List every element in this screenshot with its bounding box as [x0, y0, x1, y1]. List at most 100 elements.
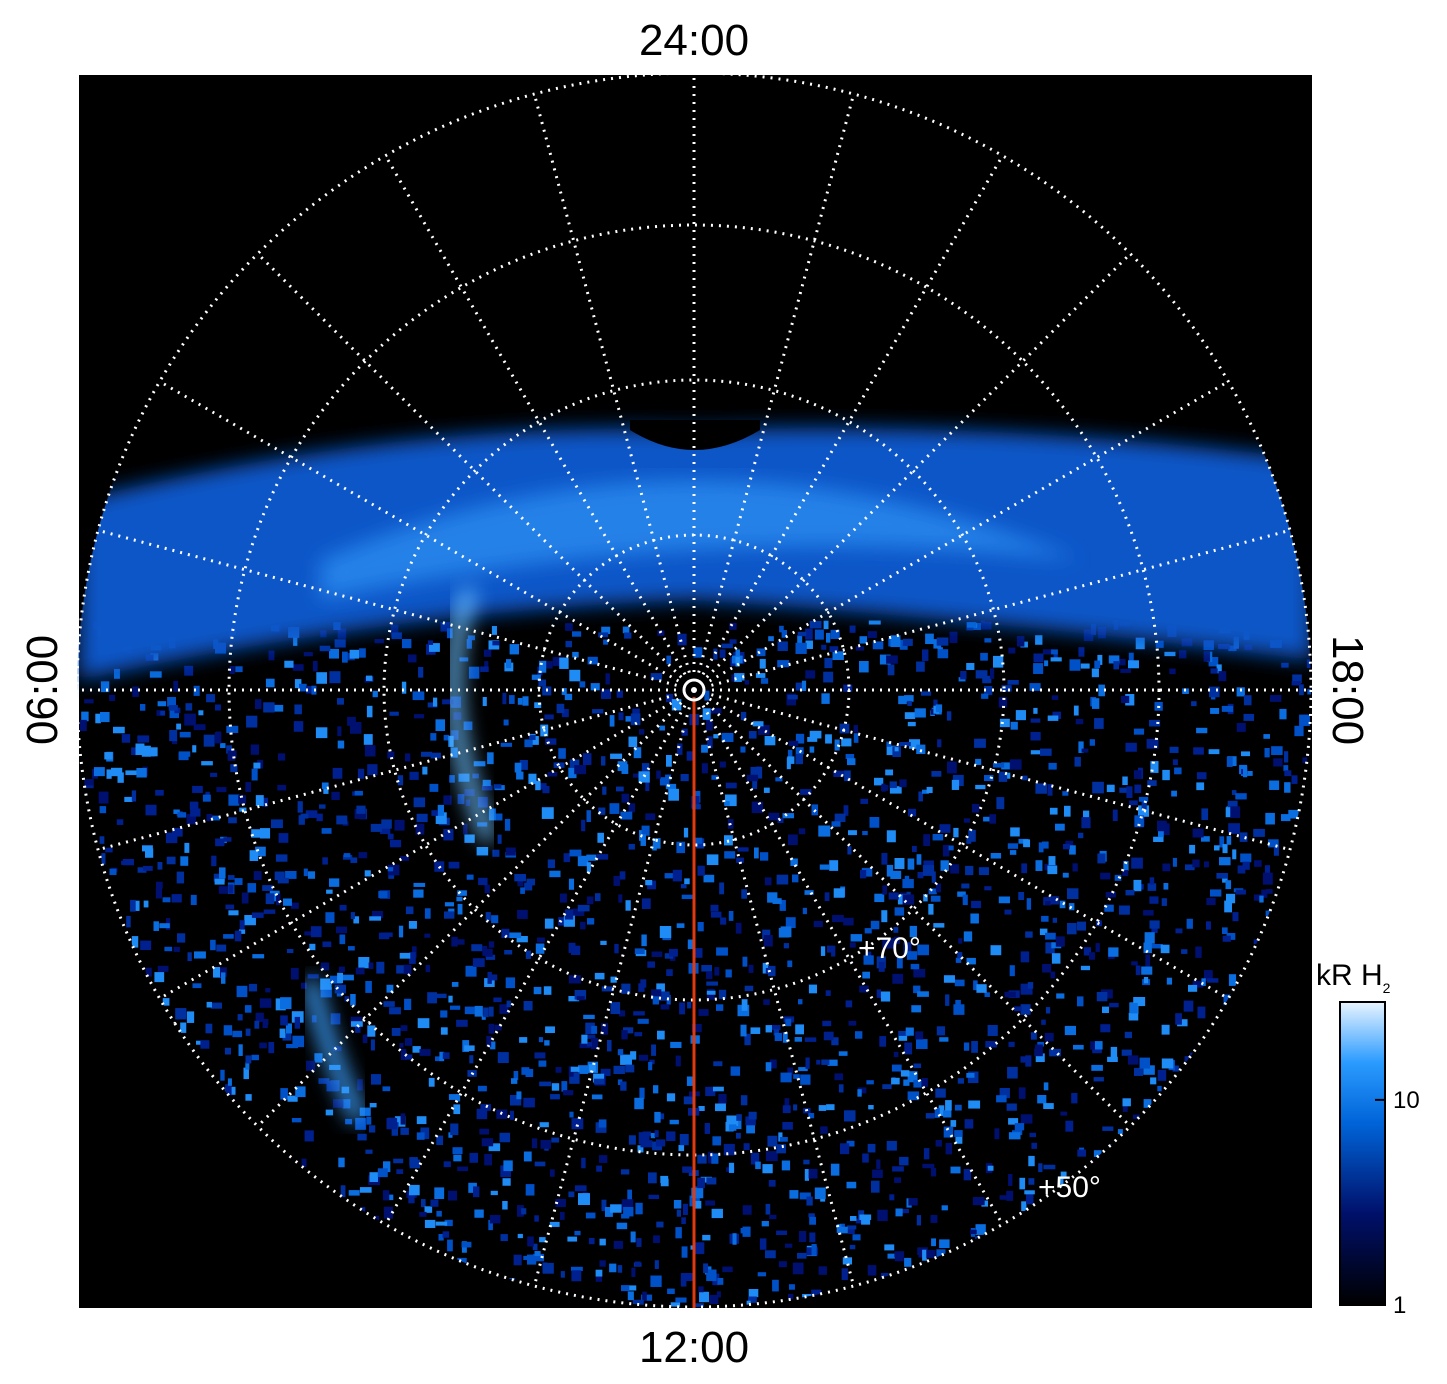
speckle — [1124, 1031, 1132, 1039]
speckle — [1109, 1002, 1119, 1008]
speckle — [625, 716, 633, 722]
speckle — [205, 791, 210, 797]
speckle — [493, 784, 502, 789]
speckle — [329, 878, 340, 887]
speckle — [448, 1094, 459, 1100]
speckle — [748, 964, 754, 973]
speckle — [984, 775, 994, 782]
speckle — [226, 745, 233, 754]
speckle — [84, 780, 94, 786]
speckle — [762, 962, 769, 974]
speckle — [1268, 839, 1279, 848]
speckle — [552, 657, 565, 666]
speckle — [699, 1292, 710, 1303]
speckle — [718, 989, 727, 1000]
speckle — [484, 1153, 492, 1166]
speckle — [136, 768, 147, 778]
speckle — [836, 1224, 842, 1233]
speckle — [519, 1037, 528, 1043]
speckle — [1158, 829, 1164, 838]
speckle — [916, 661, 925, 672]
speckle — [975, 1224, 986, 1235]
speckle — [491, 974, 498, 981]
speckle — [899, 779, 907, 788]
speckle — [678, 1145, 685, 1152]
speckle — [500, 742, 513, 747]
speckle — [887, 1253, 897, 1259]
speckle — [534, 1251, 541, 1257]
speckle — [506, 659, 512, 669]
speckle — [1098, 684, 1105, 697]
speckle — [525, 950, 531, 959]
speckle — [259, 1042, 267, 1049]
notch — [630, 420, 760, 450]
speckle — [534, 1215, 539, 1222]
speckle — [894, 936, 900, 944]
speckle — [564, 909, 574, 920]
speckle — [251, 1054, 259, 1061]
speckle — [625, 1285, 637, 1291]
speckle — [1023, 839, 1031, 848]
speckle — [935, 704, 943, 713]
speckle — [793, 1074, 800, 1079]
speckle — [809, 621, 822, 629]
speckle — [763, 999, 770, 1005]
speckle — [955, 957, 962, 963]
speckle — [241, 892, 249, 904]
speckle — [135, 743, 145, 756]
speckle — [109, 868, 117, 876]
speckle — [744, 985, 754, 992]
speckle — [449, 775, 455, 783]
speckle — [526, 878, 536, 886]
speckle — [350, 994, 356, 1006]
speckle — [1241, 751, 1251, 757]
speckle — [516, 936, 528, 943]
speckle — [1171, 790, 1177, 797]
speckle — [985, 1041, 997, 1048]
speckle — [728, 1124, 737, 1131]
speckle — [1047, 715, 1059, 721]
speckle — [706, 854, 719, 866]
speckle — [808, 984, 817, 994]
speckle — [540, 783, 547, 790]
speckle — [435, 1221, 448, 1226]
speckle — [746, 1300, 751, 1307]
speckle — [850, 1216, 857, 1221]
speckle — [1196, 782, 1205, 791]
speckle — [1307, 689, 1311, 695]
speckle — [719, 882, 725, 895]
speckle — [881, 911, 887, 919]
speckle — [590, 683, 600, 691]
speckle — [330, 975, 342, 984]
speckle — [387, 864, 400, 876]
speckle — [556, 703, 565, 714]
speckle — [808, 1213, 815, 1218]
speckle — [656, 1221, 664, 1228]
speckle — [337, 740, 345, 749]
speckle — [252, 954, 265, 959]
speckle — [1076, 921, 1087, 931]
speckle — [443, 1161, 451, 1168]
speckle — [950, 1166, 961, 1174]
speckle — [306, 1060, 316, 1071]
speckle — [936, 1249, 946, 1259]
speckle — [1020, 951, 1030, 963]
speckle — [971, 900, 982, 909]
speckle — [483, 649, 492, 657]
speckle — [405, 906, 414, 915]
speckle — [1164, 651, 1176, 657]
speckle — [886, 1140, 897, 1151]
speckle — [1133, 879, 1142, 892]
speckle — [265, 893, 275, 905]
speckle — [383, 1001, 395, 1007]
speckle — [798, 1231, 807, 1243]
speckle — [893, 927, 899, 933]
speckle — [176, 871, 185, 884]
speckle — [993, 655, 1004, 668]
speckle — [192, 745, 197, 753]
speckle — [210, 939, 216, 951]
speckle — [442, 1052, 450, 1059]
speckle — [1095, 943, 1100, 952]
speckle — [1222, 935, 1231, 942]
speckle — [533, 1253, 545, 1262]
